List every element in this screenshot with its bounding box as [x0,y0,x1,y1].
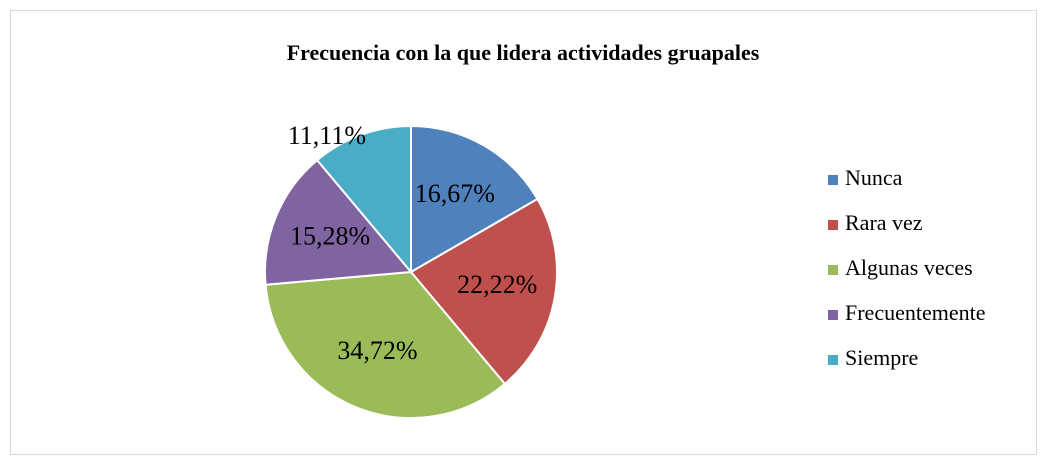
data-label: 11,11% [288,121,366,150]
legend-swatch [828,310,838,320]
data-label: 34,72% [337,336,417,365]
legend-label: Siempre [845,345,918,370]
legend-swatch [828,265,838,275]
chart-title: Frecuencia con la que lidera actividades… [287,40,760,65]
pie-slice [264,270,507,419]
pie-slice [315,124,412,275]
data-label: 22,22% [457,270,537,299]
legend-label: Frecuentemente [845,300,986,325]
legend-label: Rara vez [845,210,923,235]
legend-label: Algunas veces [845,255,973,280]
pie-slice [410,124,539,274]
legend-swatch [828,355,838,365]
data-label: 16,67% [415,179,495,208]
legend-label: Nunca [845,165,903,190]
legend-swatch [828,175,838,185]
data-label: 15,28% [290,221,370,250]
pie-slice [264,158,414,286]
pie-slice [409,197,558,386]
legend-swatch [828,220,838,230]
